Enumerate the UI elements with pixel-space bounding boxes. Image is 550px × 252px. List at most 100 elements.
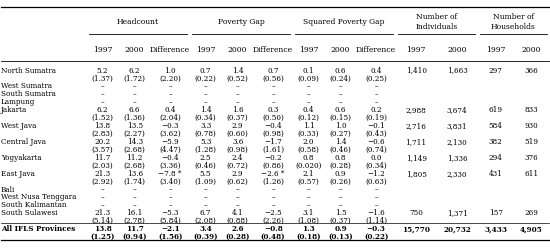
Text: Bali: Bali — [1, 185, 15, 193]
Text: −2.5: −2.5 — [265, 208, 282, 216]
Text: –: – — [133, 193, 136, 201]
Text: –: – — [168, 98, 172, 106]
Text: –: – — [375, 98, 378, 106]
Text: –: – — [101, 90, 104, 98]
Text: 2.1: 2.1 — [303, 169, 315, 177]
Text: Number of
Individuals: Number of Individuals — [415, 13, 458, 30]
Text: –: – — [307, 201, 310, 209]
Text: 2000: 2000 — [521, 46, 541, 53]
Text: –: – — [271, 201, 275, 209]
Text: (0.22): (0.22) — [364, 232, 388, 240]
Text: (0.74): (0.74) — [365, 145, 387, 153]
Text: 6.2: 6.2 — [129, 66, 140, 74]
Text: (0.58): (0.58) — [298, 145, 320, 153]
Text: (0.86): (0.86) — [262, 161, 284, 169]
Text: –: – — [339, 193, 343, 201]
Text: (1.08): (1.08) — [298, 216, 320, 224]
Text: −1.2: −1.2 — [367, 169, 385, 177]
Text: 2.9: 2.9 — [232, 122, 244, 130]
Text: 1,663: 1,663 — [447, 66, 468, 74]
Text: 20.2: 20.2 — [95, 137, 111, 145]
Text: 1.4: 1.4 — [200, 106, 211, 114]
Text: –: – — [168, 201, 172, 209]
Text: 1997: 1997 — [299, 46, 318, 53]
Text: 1,371: 1,371 — [447, 208, 468, 216]
Text: (0.12): (0.12) — [298, 114, 320, 122]
Text: North Sumatra: North Sumatra — [1, 66, 56, 74]
Text: 619: 619 — [488, 106, 503, 114]
Text: West Sumatra: West Sumatra — [1, 82, 52, 90]
Text: –: – — [133, 82, 136, 90]
Text: –: – — [236, 193, 239, 201]
Text: −0.1: −0.1 — [367, 122, 385, 130]
Text: (0.46): (0.46) — [195, 161, 217, 169]
Text: Difference: Difference — [356, 46, 396, 53]
Text: –: – — [307, 185, 310, 193]
Text: –: – — [307, 90, 310, 98]
Text: 2.5: 2.5 — [200, 153, 211, 161]
Text: 0.6: 0.6 — [335, 66, 346, 74]
Text: Headcount: Headcount — [117, 18, 159, 26]
Text: 2,130: 2,130 — [447, 137, 468, 145]
Text: (1.36): (1.36) — [124, 114, 146, 122]
Text: Yogyakarta: Yogyakarta — [1, 153, 41, 161]
Text: 11.7: 11.7 — [126, 224, 144, 232]
Text: –: – — [204, 185, 207, 193]
Text: –: – — [339, 90, 343, 98]
Text: −1.7: −1.7 — [264, 137, 282, 145]
Text: 3,831: 3,831 — [447, 122, 468, 130]
Text: –: – — [375, 201, 378, 209]
Text: (1.09): (1.09) — [195, 177, 217, 185]
Text: 1.0: 1.0 — [164, 66, 176, 74]
Text: 2,716: 2,716 — [406, 122, 426, 130]
Text: 3,433: 3,433 — [484, 224, 507, 232]
Text: 4.1: 4.1 — [232, 208, 244, 216]
Text: –: – — [236, 90, 239, 98]
Text: 382: 382 — [489, 137, 503, 145]
Text: (0.60): (0.60) — [227, 130, 249, 138]
Text: 13.6: 13.6 — [126, 169, 143, 177]
Text: –: – — [375, 185, 378, 193]
Text: (1.25): (1.25) — [90, 232, 115, 240]
Text: 1,149: 1,149 — [405, 153, 427, 161]
Text: −0.4: −0.4 — [265, 122, 282, 130]
Text: 750: 750 — [409, 208, 423, 216]
Text: 1,711: 1,711 — [405, 137, 427, 145]
Text: 1,336: 1,336 — [447, 153, 468, 161]
Text: (0.13): (0.13) — [328, 232, 353, 240]
Text: (1.26): (1.26) — [262, 177, 284, 185]
Text: –: – — [133, 185, 136, 193]
Text: (2.83): (2.83) — [92, 130, 113, 138]
Text: (0.18): (0.18) — [296, 232, 321, 240]
Text: 0.7: 0.7 — [200, 66, 211, 74]
Text: (2.26): (2.26) — [262, 216, 284, 224]
Text: 2000: 2000 — [228, 46, 248, 53]
Text: 297: 297 — [488, 66, 503, 74]
Text: 930: 930 — [525, 122, 538, 130]
Text: (0.56): (0.56) — [262, 74, 284, 82]
Text: 2000: 2000 — [331, 46, 350, 53]
Text: 0.8: 0.8 — [335, 153, 346, 161]
Text: (2.27): (2.27) — [124, 130, 146, 138]
Text: −0.3: −0.3 — [161, 122, 179, 130]
Text: (5.14): (5.14) — [92, 216, 114, 224]
Text: 13.5: 13.5 — [126, 122, 143, 130]
Text: 2,988: 2,988 — [406, 106, 426, 114]
Text: (0.28): (0.28) — [226, 232, 250, 240]
Text: 0.6: 0.6 — [335, 106, 346, 114]
Text: –: – — [375, 82, 378, 90]
Text: –: – — [271, 90, 275, 98]
Text: 1.6: 1.6 — [232, 106, 244, 114]
Text: (1.74): (1.74) — [124, 177, 146, 185]
Text: –: – — [307, 98, 310, 106]
Text: 14.3: 14.3 — [126, 137, 143, 145]
Text: South Kalimantan: South Kalimantan — [1, 201, 66, 209]
Text: –: – — [236, 201, 239, 209]
Text: –: – — [339, 201, 343, 209]
Text: 1997: 1997 — [93, 46, 112, 53]
Text: (0.34): (0.34) — [365, 161, 387, 169]
Text: (0.62): (0.62) — [227, 177, 249, 185]
Text: (2.78): (2.78) — [124, 216, 146, 224]
Text: (2.68): (2.68) — [124, 145, 146, 153]
Text: 3.1: 3.1 — [303, 208, 315, 216]
